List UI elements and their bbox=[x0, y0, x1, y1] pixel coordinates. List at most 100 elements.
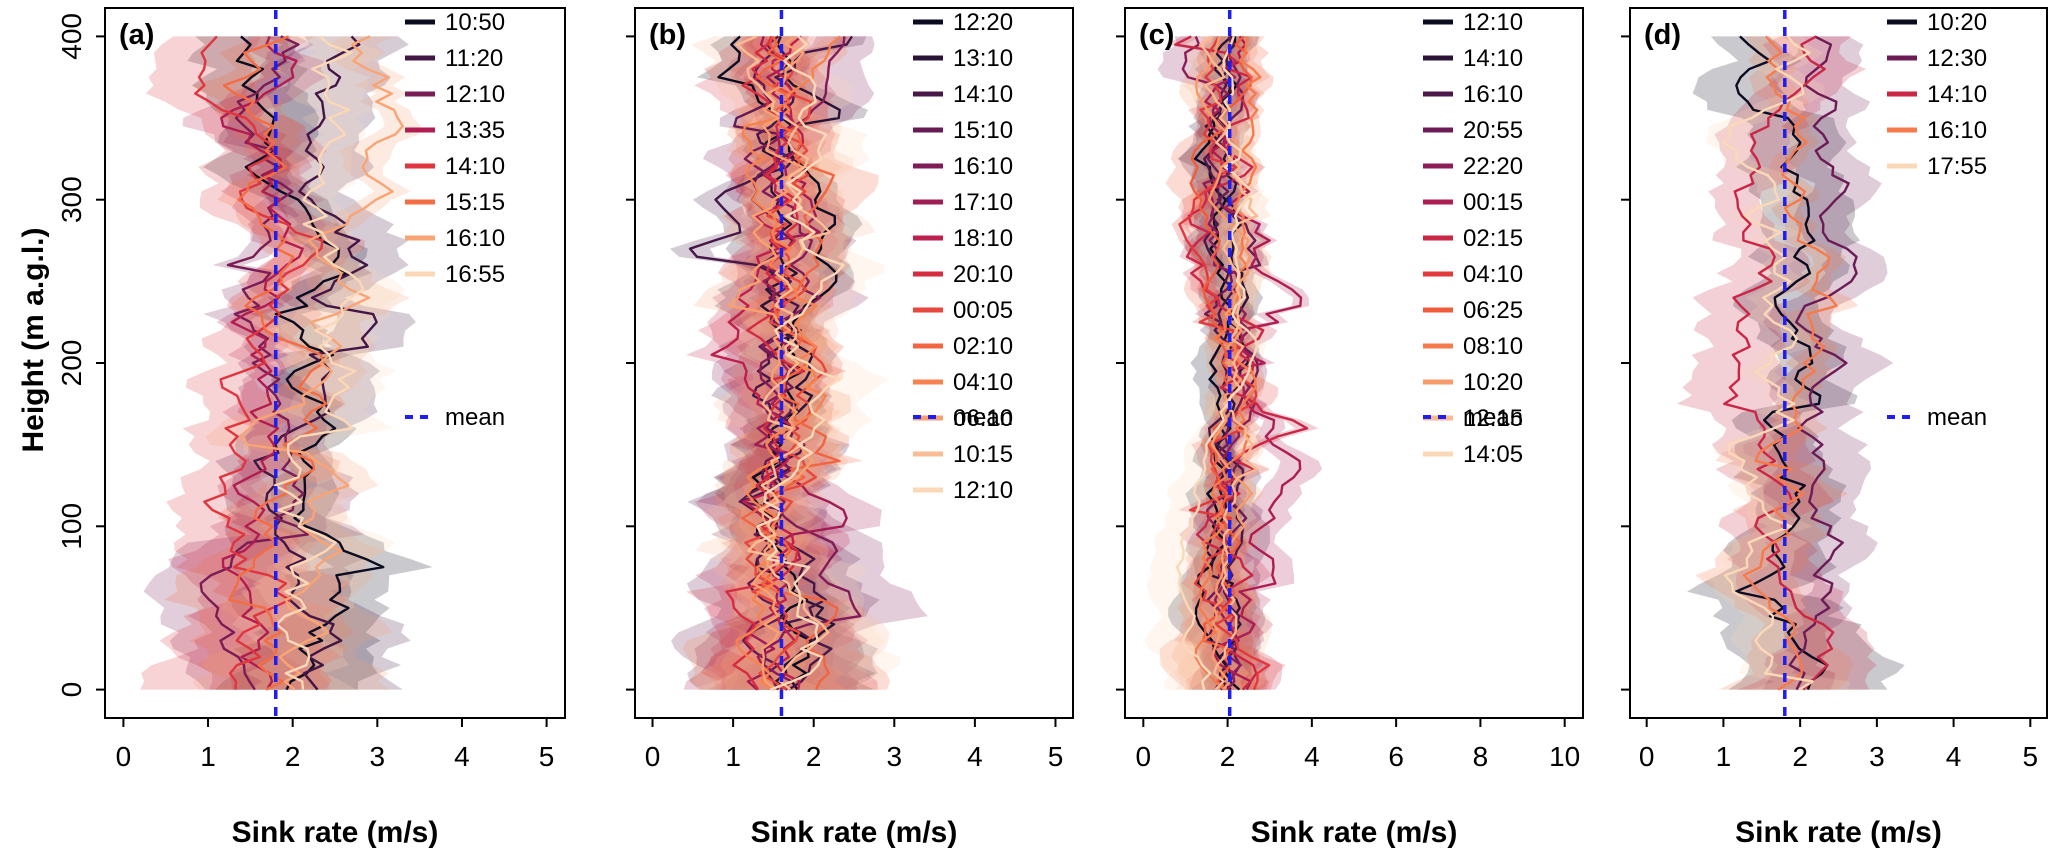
lines-layer bbox=[194, 35, 405, 691]
band-06:25 bbox=[1165, 36, 1274, 690]
bands-layer bbox=[1676, 36, 1905, 690]
legend-label: 04:10 bbox=[1463, 261, 1523, 288]
band-15:10 bbox=[671, 36, 859, 690]
y-axis-title: Height (m a.g.l.) bbox=[17, 227, 50, 453]
panel-b-plot: 0 1 2 3 4 5 Sink rate (m/s) (b) 12:20 13:10 14:10 1… bbox=[626, 7, 1074, 849]
line-16:10 bbox=[1742, 35, 1838, 691]
legend-label: 22:20 bbox=[1463, 153, 1523, 180]
lines-layer bbox=[1174, 35, 1309, 691]
lines-layer bbox=[688, 35, 862, 691]
band-15:15 bbox=[164, 36, 356, 690]
legend-label: 18:10 bbox=[953, 225, 1013, 252]
band-16:10 bbox=[192, 36, 421, 690]
x-tick-label: 5 bbox=[539, 741, 555, 772]
band-10:50 bbox=[187, 36, 433, 690]
band-14:10 bbox=[1676, 36, 1877, 690]
legend-label: 16:10 bbox=[1927, 117, 1987, 144]
legend-label: 06:10 bbox=[953, 405, 1013, 432]
legend-label: 15:10 bbox=[953, 117, 1013, 144]
line-14:10 bbox=[1723, 35, 1835, 691]
x-tick-label: 4 bbox=[454, 741, 470, 772]
y-tick-label: 200 bbox=[56, 340, 87, 387]
x-tick-label: 2 bbox=[285, 741, 301, 772]
legend-label: 14:10 bbox=[1463, 45, 1523, 72]
x-tick-label: 2 bbox=[1220, 741, 1236, 772]
x-tick-label: 0 bbox=[116, 741, 132, 772]
line-10:50 bbox=[235, 35, 385, 691]
line-12:15 bbox=[1199, 35, 1259, 691]
mean-legend-label: mean bbox=[953, 404, 1013, 431]
x-tick-label: 10 bbox=[1549, 741, 1580, 772]
legend-label: 00:05 bbox=[953, 297, 1013, 324]
legend-label: 15:15 bbox=[445, 189, 505, 216]
band-08:10 bbox=[1159, 36, 1271, 690]
legend-label: 10:20 bbox=[1927, 9, 1987, 36]
legend-label: 10:50 bbox=[445, 9, 505, 36]
panel-c-plot: 0 2 4 6 8 10 Sink rate (m/s) (c) 12:10 14:10 16:10… bbox=[1116, 7, 1584, 849]
panel-label: (d) bbox=[1644, 19, 1681, 51]
x-tick-label: 0 bbox=[1639, 741, 1655, 772]
x-tick-label: 2 bbox=[806, 741, 822, 772]
line-02:15 bbox=[1174, 35, 1309, 691]
x-axis-title: Sink rate (m/s) bbox=[1735, 816, 1942, 849]
line-12:10 bbox=[756, 35, 845, 691]
band-18:10 bbox=[685, 36, 878, 690]
band-10:20 bbox=[1687, 36, 1905, 690]
legend-label: 17:10 bbox=[953, 189, 1013, 216]
line-14:05 bbox=[1175, 36, 1259, 690]
line-04:10 bbox=[735, 35, 842, 691]
legend-label: 16:55 bbox=[445, 261, 505, 288]
legend-label: 02:10 bbox=[953, 333, 1013, 360]
line-17:55 bbox=[1721, 35, 1814, 691]
legend-label: 14:10 bbox=[445, 153, 505, 180]
band-16:10 bbox=[1695, 36, 1859, 690]
legend-label: 00:15 bbox=[1463, 189, 1523, 216]
panel-a-plot: 0 1 2 3 4 5 0 100 200 300 400 Sink rate (m/s) (a) 10:… bbox=[56, 7, 566, 849]
y-tick-label: 100 bbox=[56, 503, 87, 550]
x-tick-label: 3 bbox=[370, 741, 386, 772]
line-16:10 bbox=[743, 36, 862, 691]
legend-label: 12:15 bbox=[1463, 405, 1523, 432]
x-tick-label: 6 bbox=[1388, 741, 1404, 772]
y-tick-label: 300 bbox=[56, 176, 87, 223]
band-10:15 bbox=[691, 36, 890, 690]
x-tick-label: 1 bbox=[1716, 741, 1732, 772]
line-16:55 bbox=[273, 35, 365, 690]
x-axis-title: Sink rate (m/s) bbox=[751, 816, 958, 849]
x-tick-label: 0 bbox=[645, 741, 661, 772]
legend-label: 14:05 bbox=[1463, 441, 1523, 468]
band-13:35 bbox=[168, 36, 332, 690]
x-tick-label: 3 bbox=[887, 741, 903, 772]
legend-label: 12:10 bbox=[1463, 9, 1523, 36]
panel-label: (c) bbox=[1139, 19, 1174, 51]
legend-label: 13:10 bbox=[953, 45, 1013, 72]
legend-label: 16:10 bbox=[445, 225, 505, 252]
legend-label: 08:10 bbox=[1463, 333, 1523, 360]
x-tick-label: 1 bbox=[200, 741, 216, 772]
legend-label: 11:20 bbox=[445, 45, 503, 72]
x-tick-label: 4 bbox=[1946, 741, 1962, 772]
line-10:20 bbox=[1194, 36, 1254, 691]
line-10:15 bbox=[735, 35, 831, 691]
band-00:05 bbox=[701, 36, 858, 690]
x-tick-label: 8 bbox=[1473, 741, 1489, 772]
line-00:05 bbox=[744, 36, 828, 691]
legend-label: 02:15 bbox=[1463, 225, 1523, 252]
x-tick-label: 4 bbox=[967, 741, 983, 772]
band-17:55 bbox=[1700, 36, 1851, 690]
band-06:10 bbox=[693, 36, 849, 690]
legend-label: 12:10 bbox=[445, 81, 505, 108]
x-tick-label: 5 bbox=[1048, 741, 1064, 772]
panel-label: (b) bbox=[649, 19, 686, 51]
legend-label: 10:20 bbox=[1463, 369, 1523, 396]
legend-label: 04:10 bbox=[953, 369, 1013, 396]
y-tick-label: 0 bbox=[56, 682, 87, 698]
line-20:10 bbox=[725, 35, 806, 691]
panel-label: (a) bbox=[119, 19, 154, 51]
legend-label: 16:10 bbox=[953, 153, 1013, 180]
legend-label: 10:15 bbox=[953, 441, 1013, 468]
band-16:10 bbox=[1178, 36, 1271, 690]
x-tick-label: 5 bbox=[2023, 741, 2039, 772]
band-12:30 bbox=[1759, 36, 1894, 690]
